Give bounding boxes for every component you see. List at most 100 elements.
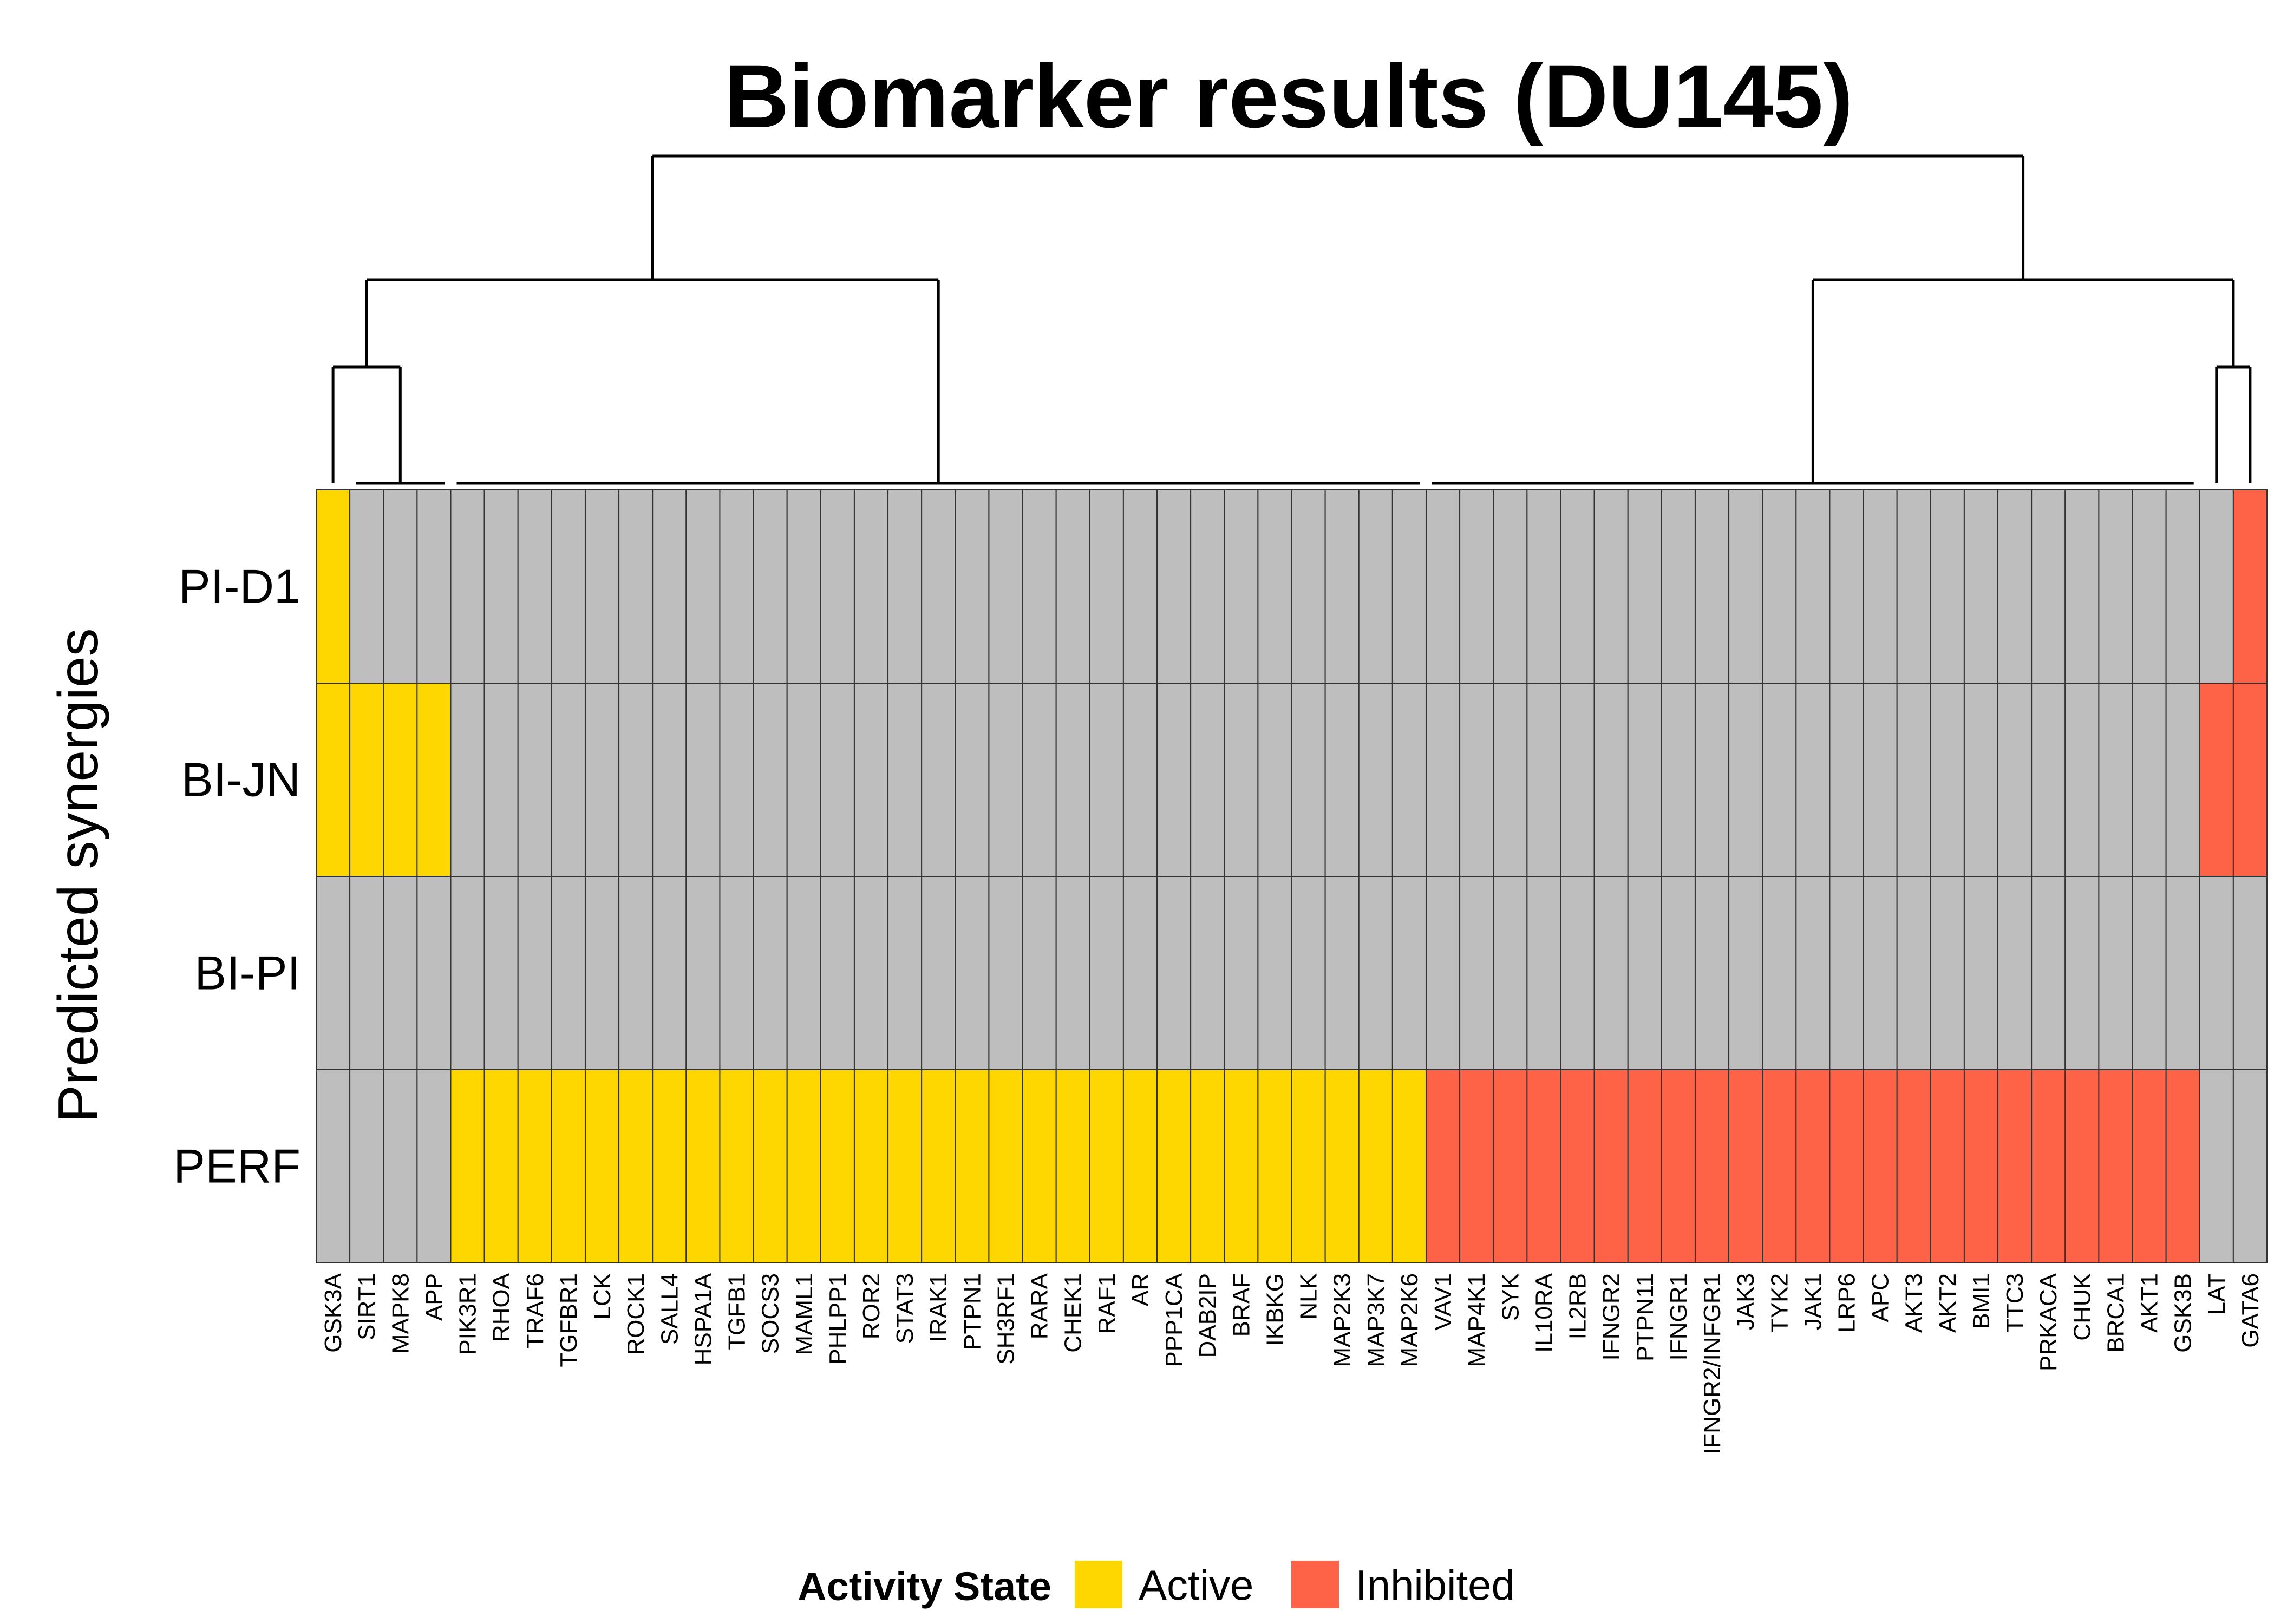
column-label: AKT3 (1901, 1273, 1927, 1333)
row-labels: PI-D1 BI-JN BI-PI PERF (173, 560, 300, 1193)
heatmap-cell (1930, 876, 1965, 1070)
heatmap-cell (416, 1069, 452, 1263)
column-label: TYK2 (1766, 1273, 1793, 1333)
heatmap-cell (1593, 876, 1629, 1070)
heatmap-cell (1863, 683, 1898, 877)
heatmap-cell (1694, 489, 1730, 684)
column-label: RHOA (488, 1273, 515, 1342)
heatmap-cell (1190, 683, 1225, 877)
heatmap-cell (753, 1069, 788, 1263)
chart-title: Biomarker results (DU145) (724, 47, 1853, 147)
heatmap-cell (1122, 489, 1158, 684)
column-label: PPP1CA (1161, 1273, 1187, 1367)
legend-swatch (1291, 1561, 1339, 1608)
heatmap-cell (1593, 683, 1629, 877)
heatmap-cell (1156, 683, 1192, 877)
heatmap-cell (551, 1069, 586, 1263)
heatmap-cell (1795, 683, 1831, 877)
heatmap-cell (1560, 683, 1595, 877)
column-label: GSK3A (320, 1273, 347, 1352)
legend-title: Activity State (798, 1564, 1051, 1609)
row-label: PERF (173, 1140, 300, 1193)
heatmap-cell (2132, 489, 2167, 684)
heatmap-cell (1022, 489, 1057, 684)
heatmap-cell (786, 683, 821, 877)
heatmap-cell (450, 489, 485, 684)
heatmap-cell (820, 489, 855, 684)
heatmap-cell (1358, 1069, 1393, 1263)
column-label: MAP4K1 (1463, 1273, 1490, 1367)
column-label: ROR2 (858, 1273, 885, 1339)
column-label: STAT3 (892, 1273, 918, 1344)
heatmap-cell (1762, 1069, 1797, 1263)
heatmap-cell (1425, 876, 1461, 1070)
heatmap-cell (955, 489, 990, 684)
row-label: PI-D1 (179, 560, 300, 613)
heatmap-cell (652, 876, 687, 1070)
heatmap-cell (1493, 683, 1528, 877)
heatmap-cell (1022, 683, 1057, 877)
heatmap-cell (1055, 1069, 1090, 1263)
heatmap-cell (517, 489, 552, 684)
heatmap-cell (383, 1069, 418, 1263)
heatmap-cell (719, 1069, 754, 1263)
heatmap-cell (1089, 876, 1124, 1070)
heatmap-cell (1963, 683, 1999, 877)
heatmap-cell (820, 876, 855, 1070)
heatmap-cell (2165, 1069, 2200, 1263)
heatmap-cell (2199, 683, 2234, 877)
column-label: PHLPP1 (825, 1273, 851, 1365)
heatmap-cell (483, 683, 519, 877)
heatmap-cell (316, 1069, 351, 1263)
column-label: HSPA1A (690, 1273, 716, 1365)
heatmap-cell (349, 1069, 384, 1263)
heatmap-cell (1324, 683, 1360, 877)
heatmap-cell (316, 683, 351, 877)
heatmap-cell (2064, 876, 2100, 1070)
heatmap-cell (1863, 876, 1898, 1070)
heatmap-cell (517, 876, 552, 1070)
heatmap-cell (1997, 1069, 2033, 1263)
heatmap-cell (1022, 876, 1057, 1070)
column-label: MAML1 (791, 1273, 818, 1355)
heatmap-cell (652, 1069, 687, 1263)
column-label: IFNGR2/INFGR1 (1699, 1273, 1726, 1455)
heatmap-cell (1055, 876, 1090, 1070)
heatmap-cell (1526, 876, 1561, 1070)
heatmap-cell (2232, 1069, 2268, 1263)
column-label: MAPK8 (387, 1273, 414, 1354)
heatmap-cell (1156, 1069, 1192, 1263)
column-label: DAB2IP (1194, 1273, 1221, 1358)
heatmap-cell (1190, 876, 1225, 1070)
heatmap-cell (2199, 1069, 2234, 1263)
heatmap-cell (1459, 489, 1494, 684)
heatmap-cell (2132, 876, 2167, 1070)
heatmap-cell (988, 876, 1023, 1070)
column-label: ROCK1 (623, 1273, 649, 1355)
column-label: GATA6 (2237, 1273, 2264, 1348)
heatmap-cell (1593, 1069, 1629, 1263)
column-label: AR (1127, 1273, 1154, 1306)
heatmap-cell (1627, 876, 1662, 1070)
heatmap-cell (1291, 683, 1326, 877)
heatmap-cell (719, 876, 754, 1070)
column-label: AKT1 (2136, 1273, 2163, 1333)
heatmap-cell (1122, 683, 1158, 877)
heatmap-cell (1694, 876, 1730, 1070)
y-axis-label: Predicted synergies (47, 628, 110, 1122)
column-label: SOCS3 (757, 1273, 784, 1354)
heatmap-cell (2031, 683, 2066, 877)
heatmap-cell (1963, 876, 1999, 1070)
heatmap-cell (1459, 876, 1494, 1070)
heatmap-cell (1122, 876, 1158, 1070)
heatmap-cell (416, 683, 452, 877)
heatmap-cell (921, 489, 956, 684)
column-label: TTC3 (2002, 1273, 2028, 1333)
heatmap-cell (2199, 876, 2234, 1070)
heatmap-cell (1728, 683, 1763, 877)
heatmap-cell (1795, 1069, 1831, 1263)
heatmap-cell (2165, 876, 2200, 1070)
column-label: VAV1 (1430, 1273, 1456, 1331)
heatmap-cell (2232, 876, 2268, 1070)
heatmap-cell (1493, 489, 1528, 684)
